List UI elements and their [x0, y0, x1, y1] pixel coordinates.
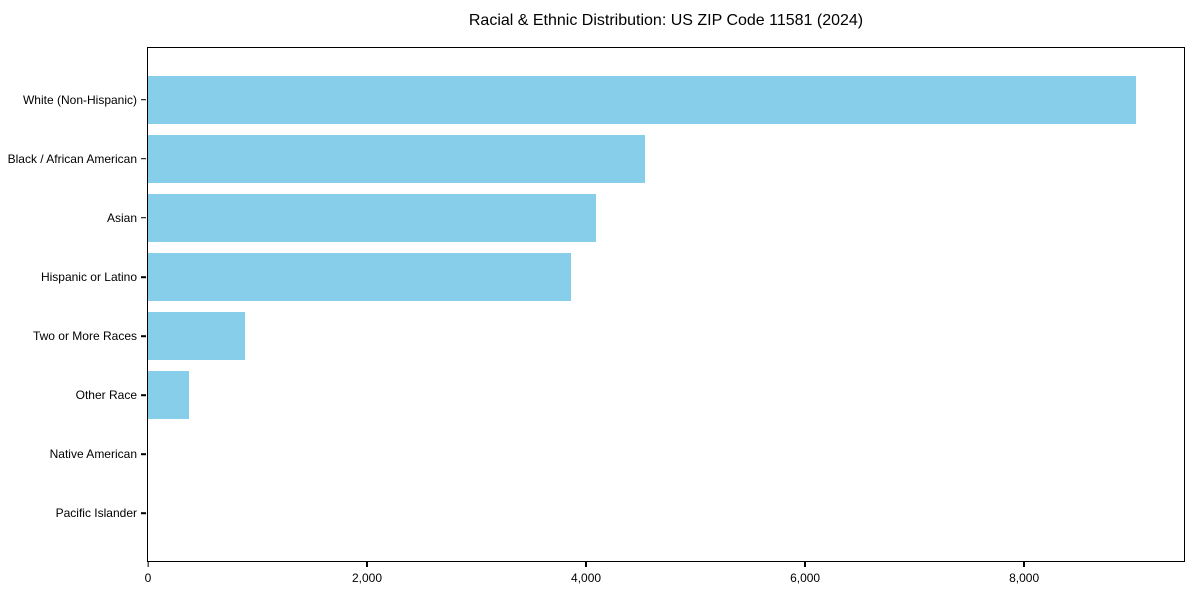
bar: [148, 193, 596, 242]
y-tick-mark: [141, 394, 147, 396]
chart-row: Black / African American: [8, 129, 1184, 188]
bar: [148, 312, 246, 361]
chart-row: Asian: [107, 188, 1184, 247]
category-label: Other Race: [75, 388, 137, 403]
x-tick-label: 8,000: [1009, 571, 1040, 585]
chart-row: Two or More Races: [33, 307, 1184, 366]
category-label: White (Non-Hispanic): [22, 92, 137, 107]
x-tick-label: 0: [144, 571, 152, 585]
chart-row: White (Non-Hispanic): [23, 70, 1184, 129]
plot-area: White (Non-Hispanic) Black / African Amer…: [8, 47, 1185, 585]
x-tick-mark: [366, 561, 368, 567]
x-axis: 0 2,000 4,000 6,000 8,000: [144, 561, 1184, 601]
x-tick: 0: [144, 561, 152, 585]
chart-row: Native American: [50, 425, 1184, 484]
x-tick: 6,000: [790, 561, 820, 585]
y-tick-mark: [141, 157, 147, 160]
y-tick-mark: [141, 453, 147, 456]
x-tick-label: 4,000: [571, 571, 602, 585]
bar: [148, 75, 1136, 124]
y-tick-mark: [141, 217, 147, 219]
category-label: Asian: [106, 210, 137, 225]
category-label: Hispanic or Latino: [40, 269, 137, 284]
x-tick-label: 2,000: [352, 571, 383, 585]
chart-title: Racial & Ethnic Distribution: US ZIP Cod…: [468, 12, 864, 29]
bar: [148, 252, 571, 301]
x-tick-label: 6,000: [790, 571, 821, 585]
x-tick: 4,000: [571, 561, 601, 585]
y-tick-mark: [141, 512, 147, 515]
x-tick: 2,000: [352, 561, 382, 585]
x-tick-mark: [585, 561, 587, 567]
chart-row: Pacific Islander: [56, 484, 1184, 543]
chart-row: Other Race: [76, 366, 1184, 425]
category-label: Two or More Races: [32, 329, 137, 344]
x-tick-mark: [147, 561, 149, 567]
chart-row: Hispanic or Latino: [41, 247, 1184, 306]
bars-container: White (Non-Hispanic) Black / African Amer…: [8, 70, 1184, 543]
category-label: Native American: [49, 447, 137, 462]
bar: [148, 134, 646, 183]
y-tick-mark: [141, 98, 147, 101]
x-tick-mark: [804, 561, 806, 567]
x-tick: 8,000: [1009, 561, 1039, 585]
bar: [148, 371, 190, 420]
y-tick-mark: [141, 276, 147, 278]
category-label: Pacific Islander: [55, 506, 137, 521]
x-tick-mark: [1023, 561, 1025, 567]
y-tick-mark: [141, 335, 147, 337]
category-label: Black / African American: [7, 151, 137, 166]
